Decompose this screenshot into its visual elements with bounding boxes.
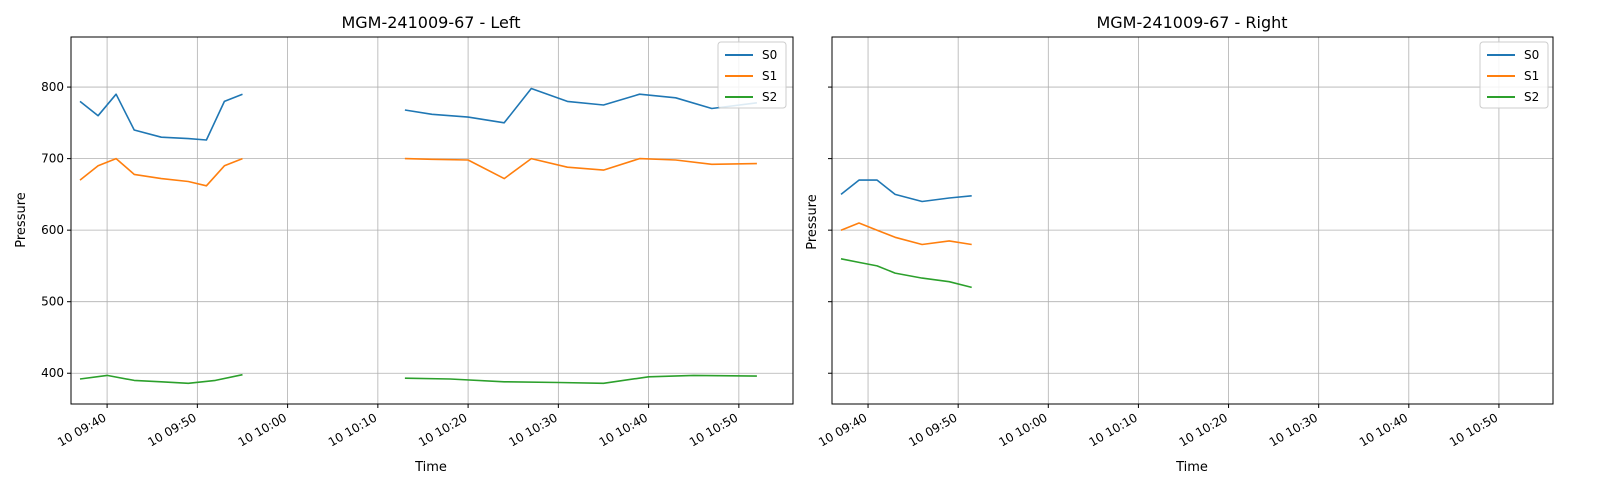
left-series-line	[79, 157, 243, 187]
right-series-line	[840, 258, 972, 289]
left-y-axis-label: Pressure	[14, 192, 29, 248]
left-series-line	[404, 374, 757, 385]
left-x-axis-label: Time	[414, 460, 447, 475]
left-y-tick-label: 600	[41, 223, 64, 237]
right-legend-label-s0: S0	[1524, 48, 1539, 62]
left-axes-frame	[70, 36, 794, 405]
left-y-tick-label: 400	[41, 366, 64, 380]
left-plot-area	[79, 87, 758, 385]
right-plot-area	[840, 179, 972, 289]
right-series-line	[840, 222, 972, 246]
right-series-line	[840, 179, 972, 203]
right-legend: S0 S1 S2	[1479, 41, 1549, 109]
left-series-line	[404, 157, 757, 180]
right-y-axis-label: Pressure	[805, 194, 820, 250]
left-series-line	[404, 87, 758, 124]
right-legend-label-s1: S1	[1524, 69, 1539, 83]
left-series-line	[79, 93, 243, 141]
right-chart-title: MGM-241009-67 - Right	[1096, 13, 1287, 32]
left-chart-title: MGM-241009-67 - Left	[341, 13, 520, 32]
right-legend-label-s2: S2	[1524, 90, 1539, 104]
left-y-tick-label: 700	[41, 152, 64, 166]
left-series-line	[79, 373, 243, 385]
right-axes-frame	[831, 36, 1554, 405]
right-y-axis	[828, 86, 832, 374]
left-legend-label-s2: S2	[762, 90, 777, 104]
left-y-axis: 400 500 600 700 800	[41, 80, 71, 380]
left-y-tick-label: 500	[41, 295, 64, 309]
right-x-axis-label: Time	[1175, 460, 1208, 475]
left-legend-label-s1: S1	[762, 69, 777, 83]
left-legend-label-s0: S0	[762, 48, 777, 62]
left-legend: S0 S1 S2	[717, 41, 787, 109]
right-grid	[832, 37, 1553, 404]
left-y-tick-label: 800	[41, 80, 64, 94]
